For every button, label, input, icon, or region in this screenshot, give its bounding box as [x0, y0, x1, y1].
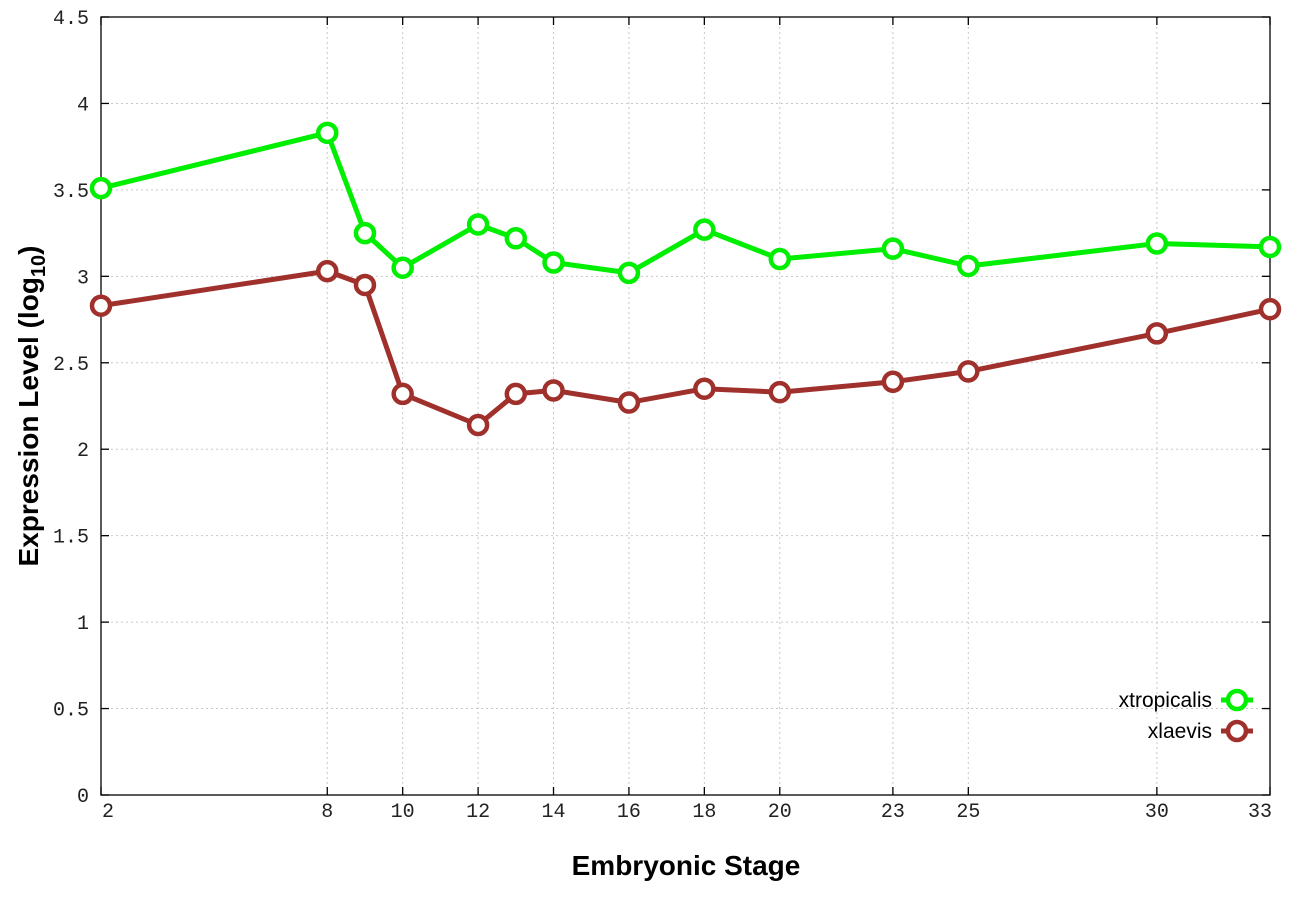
data-point	[391, 382, 414, 406]
x-tick-label: 8	[321, 801, 333, 824]
data-point	[768, 247, 792, 271]
data-point	[504, 227, 528, 250]
x-tick-label: 18	[692, 801, 716, 824]
series-layer	[89, 121, 1282, 437]
y-tick-label: 1	[77, 613, 89, 636]
data-point	[1258, 297, 1282, 321]
data-point	[1145, 322, 1169, 345]
data-point	[617, 391, 641, 414]
data-point	[316, 259, 339, 283]
data-point	[504, 382, 528, 406]
y-axis-title: Expression Level (log10)	[13, 246, 50, 567]
legend-label: xtropicalis	[1119, 689, 1212, 712]
data-point	[316, 121, 339, 145]
grid-lines	[101, 17, 1270, 795]
data-point	[1145, 232, 1169, 255]
data-point	[1258, 235, 1282, 259]
data-point	[89, 176, 113, 200]
plot-frame	[100, 16, 1271, 796]
y-axis-title-main: Expression Level (log	[13, 277, 44, 566]
x-tick-label: 16	[617, 801, 641, 824]
x-tick-label: 12	[466, 801, 490, 824]
data-point	[89, 294, 113, 317]
x-tick-label: 25	[956, 801, 980, 824]
legend-item: xlaevis	[1148, 719, 1253, 743]
data-point	[542, 251, 565, 274]
data-point	[353, 221, 377, 245]
x-axis-title: Embryonic Stage	[572, 850, 801, 881]
legend-label: xlaevis	[1148, 720, 1212, 743]
x-tick-label: 10	[391, 801, 415, 824]
legend-item: xtropicalis	[1119, 688, 1253, 712]
data-point	[542, 379, 565, 402]
y-axis-title-subscript: 10	[28, 255, 50, 277]
y-tick-label: 4	[77, 94, 89, 117]
x-tick-label: 20	[768, 801, 792, 824]
x-tick-label: 30	[1145, 801, 1169, 824]
data-point	[957, 254, 980, 278]
legend: xtropicalis xlaevis	[1119, 688, 1253, 743]
data-point	[957, 360, 980, 383]
data-point	[391, 256, 414, 279]
y-axis-title-close: )	[13, 246, 44, 255]
y-tick-label: 3	[77, 267, 89, 290]
legend-swatch-marker	[1225, 719, 1249, 743]
data-point	[353, 273, 377, 297]
y-tick-label: 3.5	[53, 181, 89, 204]
y-tick-label: 4.5	[53, 8, 89, 31]
x-tick-label: 33	[1248, 801, 1272, 824]
y-tick-label: 1.5	[53, 527, 89, 550]
series-xlaevis	[89, 259, 1282, 437]
data-point	[617, 261, 641, 285]
series-xtropicalis	[89, 121, 1282, 285]
series-line	[100, 130, 1271, 276]
data-point	[881, 237, 905, 260]
series-line	[100, 268, 1271, 428]
data-point	[466, 213, 490, 236]
data-point	[881, 370, 905, 394]
data-point	[466, 413, 490, 437]
y-tick-label: 0	[77, 786, 89, 809]
data-point	[693, 377, 716, 400]
x-tick-label: 23	[881, 801, 905, 824]
y-tick-label: 2.5	[53, 354, 89, 377]
x-tick-labels: 2 8 10 12 14 16 18 20 23 25 30 33	[102, 801, 1272, 824]
x-tick-label: 14	[542, 801, 566, 824]
data-point	[693, 218, 716, 241]
y-tick-label: 0.5	[53, 700, 89, 723]
y-tick-label: 2	[77, 440, 89, 463]
data-point	[768, 380, 792, 404]
y-tick-labels: 0 0.5 1 1.5 2 2.5 3 3.5 4 4.5	[53, 8, 89, 809]
x-tick-label: 2	[102, 801, 114, 824]
axis-ticks	[100, 16, 1271, 796]
legend-swatch-marker	[1225, 688, 1249, 712]
